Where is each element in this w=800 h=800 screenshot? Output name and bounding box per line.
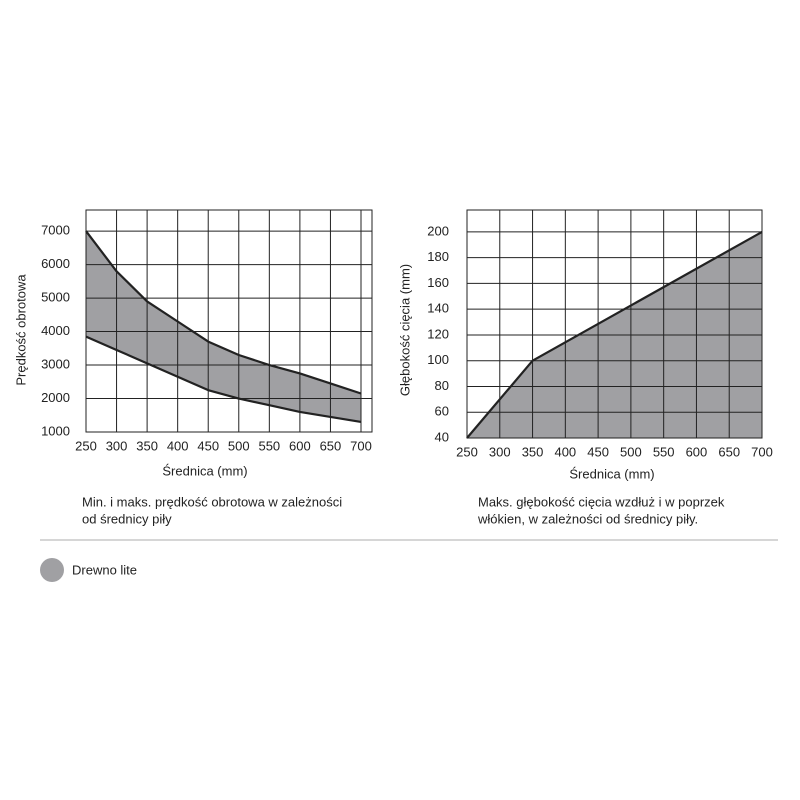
- y-tick-label: 120: [427, 326, 449, 341]
- x-tick-label: 250: [456, 444, 478, 459]
- x-tick-label: 550: [258, 438, 280, 453]
- y-tick-label: 7000: [41, 223, 70, 238]
- x-tick-label: 400: [554, 444, 576, 459]
- y-tick-label: 2000: [41, 390, 70, 405]
- min-line: [85, 335, 362, 424]
- y-tick-label: 60: [435, 404, 449, 419]
- band-area: [86, 231, 361, 422]
- line: [466, 230, 763, 439]
- x-tick-label: 350: [136, 438, 158, 453]
- x-tick-label: 700: [350, 438, 372, 453]
- legend-label: Drewno lite: [72, 562, 137, 577]
- y-tick-label: 80: [435, 378, 449, 393]
- y-tick-label: 140: [427, 301, 449, 316]
- y-tick-label: 1000: [41, 423, 70, 438]
- y-axis-title: Głębokość cięcia (mm): [397, 264, 412, 396]
- caption: Min. i maks. prędkość obrotowa w zależno…: [82, 494, 342, 509]
- x-tick-label: 500: [228, 438, 250, 453]
- y-axis-title: Prędkość obrotowa: [13, 274, 28, 386]
- x-axis-title: Średnica (mm): [162, 463, 247, 478]
- x-tick-label: 700: [751, 444, 773, 459]
- y-tick-label: 5000: [41, 290, 70, 305]
- y-tick-label: 6000: [41, 256, 70, 271]
- caption: od średnicy piły: [82, 511, 172, 526]
- x-tick-label: 300: [489, 444, 511, 459]
- y-tick-label: 160: [427, 275, 449, 290]
- x-tick-label: 550: [653, 444, 675, 459]
- caption: Maks. głębokość cięcia wzdłuż i w poprze…: [478, 494, 725, 509]
- x-tick-label: 500: [620, 444, 642, 459]
- x-tick-label: 350: [522, 444, 544, 459]
- y-tick-label: 100: [427, 352, 449, 367]
- x-tick-label: 400: [167, 438, 189, 453]
- x-tick-label: 650: [320, 438, 342, 453]
- x-tick-label: 600: [289, 438, 311, 453]
- x-tick-label: 450: [587, 444, 609, 459]
- x-tick-label: 600: [686, 444, 708, 459]
- plot-frame: [466, 209, 763, 439]
- y-tick-label: 4000: [41, 323, 70, 338]
- y-tick-label: 3000: [41, 356, 70, 371]
- y-tick-label: 200: [427, 223, 449, 238]
- legend-swatch: [40, 558, 64, 582]
- plot-frame: [85, 209, 373, 433]
- y-tick-label: 180: [427, 249, 449, 264]
- x-tick-label: 250: [75, 438, 97, 453]
- y-tick-label: 40: [435, 429, 449, 444]
- x-tick-label: 300: [106, 438, 128, 453]
- x-axis-title: Średnica (mm): [569, 466, 654, 481]
- max-line: [85, 230, 362, 395]
- x-tick-label: 450: [197, 438, 219, 453]
- x-tick-label: 650: [718, 444, 740, 459]
- caption: włókien, w zależności od średnicy piły.: [477, 511, 698, 526]
